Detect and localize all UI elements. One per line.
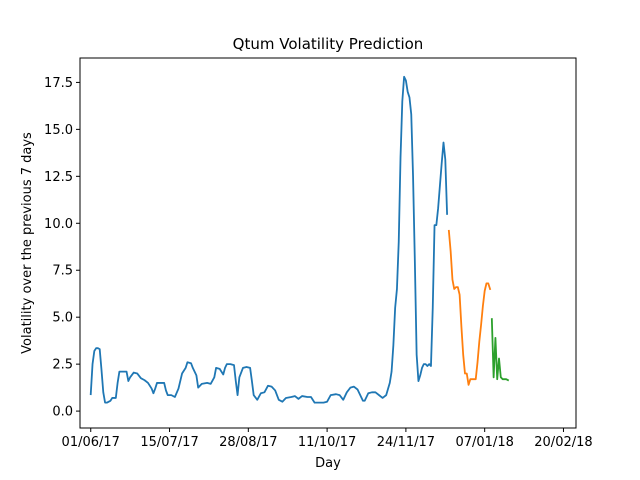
x-axis: 01/06/17 15/07/17 28/08/17 11/10/17 24/11/17… — [62, 428, 593, 450]
plot-frame — [79, 57, 577, 429]
x-tick-label: 15/07/17 — [140, 435, 198, 450]
x-tick-label: 07/01/18 — [455, 435, 513, 450]
series-line-1 — [89, 75, 449, 404]
x-axis-label: Day — [315, 456, 341, 471]
y-tick-label: 15.0 — [44, 123, 73, 138]
x-tick-label: 28/08/17 — [219, 435, 277, 450]
y-tick-label: 0.0 — [52, 405, 73, 420]
y-tick-label: 5.0 — [52, 311, 73, 326]
y-tick-label: 12.5 — [44, 170, 73, 185]
x-tick-label: 24/11/17 — [377, 435, 435, 450]
y-axis-label: Volatility over the previous 7 days — [20, 132, 35, 354]
x-tick-label: 01/06/17 — [62, 435, 120, 450]
x-tick-label: 20/02/18 — [534, 435, 592, 450]
plot-area — [89, 75, 510, 404]
series-line-3 — [490, 318, 510, 382]
y-tick-label: 10.0 — [44, 217, 73, 232]
y-axis: 0.0 2.5 5.0 7.5 10.0 12.5 15.0 17.5 — [44, 76, 80, 420]
y-tick-label: 2.5 — [52, 358, 73, 373]
x-tick-label: 11/10/17 — [298, 435, 356, 450]
y-tick-label: 17.5 — [44, 76, 73, 91]
chart-title: Qtum Volatility Prediction — [233, 35, 424, 53]
series-line-2 — [447, 229, 492, 386]
y-tick-label: 7.5 — [52, 264, 73, 279]
